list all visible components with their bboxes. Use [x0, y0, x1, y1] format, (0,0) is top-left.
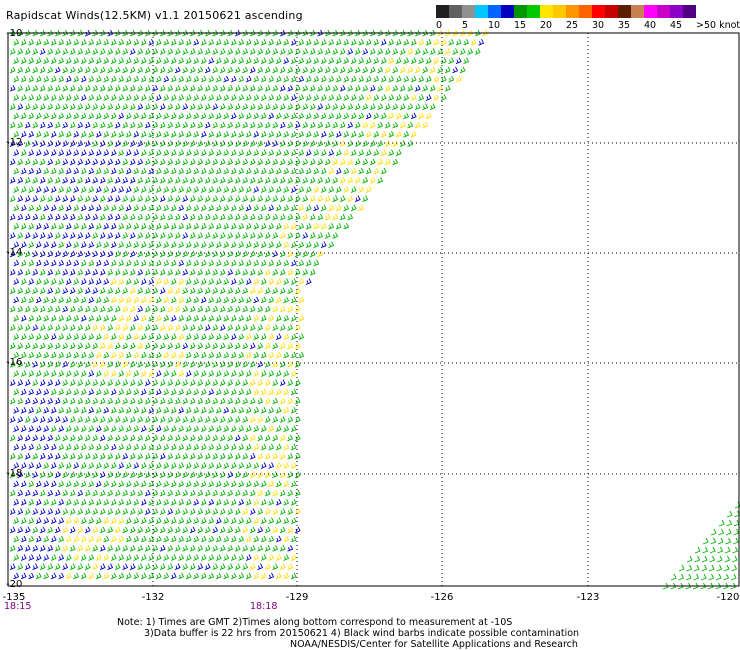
- legend-label: 20: [540, 20, 553, 31]
- timestamp-label: 18:18: [250, 601, 278, 612]
- legend-swatch: [683, 5, 696, 18]
- legend-swatch: [475, 5, 488, 18]
- legend-label: 35: [618, 20, 631, 31]
- footnote-credit: NOAA/NESDIS/Center for Satellite Applica…: [290, 639, 578, 650]
- legend-swatch: [527, 5, 540, 18]
- legend-swatch: [579, 5, 592, 18]
- legend-label: 10: [488, 20, 501, 31]
- lat-tick-label: -14: [6, 247, 23, 258]
- legend-swatch: [670, 5, 683, 18]
- footnote-line-2: 3)Data buffer is 22 hrs from 20150621 4)…: [144, 628, 580, 639]
- lon-tick-label: -132: [141, 592, 165, 603]
- lon-tick-label: -135: [2, 592, 26, 603]
- legend-swatch: [436, 5, 449, 18]
- legend-labels: 0 5 10 15 20 25 30 35 40 45 >50 knots: [436, 18, 740, 32]
- lon-tick-label: -120: [716, 592, 740, 603]
- legend-swatch: [514, 5, 527, 18]
- legend-swatch: [462, 5, 475, 18]
- lon-tick-label: -126: [430, 592, 454, 603]
- legend-swatch: [631, 5, 644, 18]
- legend-swatch: [553, 5, 566, 18]
- legend-label: 25: [566, 20, 579, 31]
- lat-tick-label: -18: [6, 468, 23, 479]
- legend-swatch: [644, 5, 657, 18]
- legend-swatch: [618, 5, 631, 18]
- legend-swatch: [566, 5, 579, 18]
- wind-speed-legend: 0 5 10 15 20 25 30 35 40 45 >50 knots: [436, 5, 740, 32]
- map-grid: [8, 33, 739, 586]
- legend-color-bar: [436, 5, 736, 18]
- legend-swatch: [449, 5, 462, 18]
- lat-tick-label: -10: [6, 28, 23, 39]
- legend-swatch: [540, 5, 553, 18]
- lon-tick-label: -129: [285, 592, 309, 603]
- legend-label: 30: [592, 20, 605, 31]
- lat-tick-label: -12: [6, 137, 23, 148]
- legend-swatch: [501, 5, 514, 18]
- legend-swatch: [657, 5, 670, 18]
- lat-tick-label: -16: [6, 357, 23, 368]
- map-frame: [7, 32, 740, 587]
- legend-label: 15: [514, 20, 527, 31]
- legend-label: 5: [462, 20, 469, 31]
- legend-label: 0: [436, 20, 443, 31]
- legend-swatch: [605, 5, 618, 18]
- lon-tick-label: -123: [576, 592, 600, 603]
- wind-barbs-green: [9, 29, 740, 590]
- legend-swatch: [592, 5, 605, 18]
- wind-barbs-yellow: [62, 29, 489, 580]
- timestamp-label: 18:15: [4, 601, 32, 612]
- legend-label: 40: [644, 20, 657, 31]
- wind-barbs: [9, 29, 740, 590]
- legend-label: 45: [670, 20, 683, 31]
- legend-label: >50 knots: [696, 20, 740, 31]
- wind-barbs-blue: [9, 29, 485, 580]
- map-title: Rapidscat Winds(12.5KM) v1.1 20150621 as…: [6, 9, 303, 22]
- legend-swatch: [488, 5, 501, 18]
- lat-tick-label: -20: [6, 579, 23, 590]
- footnote-line-1: Note: 1) Times are GMT 2)Times along bot…: [117, 617, 513, 628]
